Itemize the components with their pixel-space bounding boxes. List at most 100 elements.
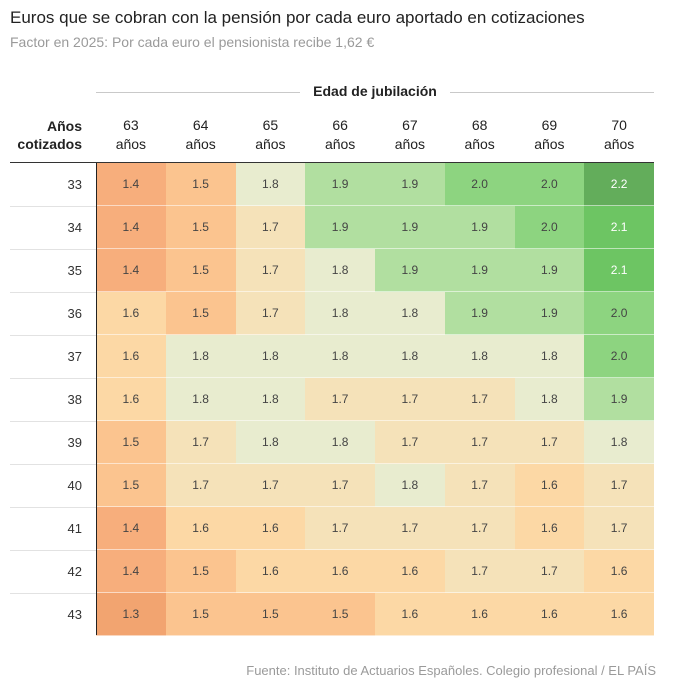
row-label-33: 33 bbox=[67, 177, 82, 192]
column-header-67: 67 años bbox=[375, 116, 445, 156]
heatmap-cell: 1.7 bbox=[165, 464, 236, 507]
row-divider bbox=[10, 421, 96, 422]
row-header-line-2: cotizados bbox=[17, 136, 82, 152]
heatmap-cell: 1.8 bbox=[165, 378, 236, 421]
column-header-age: 65 bbox=[262, 117, 279, 133]
heatmap-cell: 1.7 bbox=[444, 421, 515, 464]
column-header-69: 69 años bbox=[515, 116, 585, 156]
heatmap-cell: 1.9 bbox=[584, 378, 654, 421]
heatmap-cell: 1.8 bbox=[584, 421, 654, 464]
heatmap-cell: 1.8 bbox=[165, 335, 236, 378]
heatmap-cell: 1.6 bbox=[584, 593, 654, 636]
heatmap-cell: 1.8 bbox=[235, 421, 306, 464]
heatmap-cell: 2.0 bbox=[514, 206, 585, 249]
heatmap-cell: 1.4 bbox=[96, 249, 166, 292]
heatmap-cell: 1.7 bbox=[305, 464, 375, 507]
column-header-unit: años bbox=[603, 136, 635, 152]
column-header-unit: años bbox=[534, 136, 565, 152]
heatmap-cell: 1.7 bbox=[584, 464, 654, 507]
heatmap-cell: 1.7 bbox=[444, 550, 515, 593]
row-divider bbox=[10, 249, 96, 250]
heatmap-cell: 1.5 bbox=[305, 593, 375, 636]
heatmap-cell: 1.6 bbox=[375, 593, 445, 636]
column-header-age: 69 bbox=[541, 117, 558, 133]
heatmap-cell: 1.6 bbox=[514, 593, 585, 636]
heatmap-cell: 1.5 bbox=[165, 593, 236, 636]
heatmap-cell: 2.0 bbox=[444, 163, 515, 206]
heatmap-cell: 1.5 bbox=[165, 249, 236, 292]
heatmap-cell: 1.5 bbox=[165, 163, 236, 206]
column-group-header: Edad de jubilación bbox=[96, 82, 654, 102]
heatmap-cell: 1.8 bbox=[375, 292, 445, 335]
heatmap-cell: 1.8 bbox=[305, 249, 375, 292]
heatmap-cell: 1.6 bbox=[444, 593, 515, 636]
header-rule bbox=[10, 162, 654, 163]
row-label-39: 39 bbox=[67, 435, 82, 450]
row-label-38: 38 bbox=[67, 392, 82, 407]
heatmap-cell: 1.7 bbox=[235, 206, 306, 249]
column-header-age: 70 bbox=[611, 117, 627, 133]
row-axis-line bbox=[96, 163, 97, 635]
column-header-65: 65 años bbox=[236, 116, 306, 156]
row-divider bbox=[10, 507, 96, 508]
group-header-rule-left bbox=[96, 92, 300, 93]
heatmap-cell: 1.6 bbox=[235, 507, 306, 550]
heatmap-cell: 2.2 bbox=[584, 163, 654, 206]
row-label-36: 36 bbox=[67, 306, 82, 321]
heatmap-cell: 1.9 bbox=[444, 206, 515, 249]
heatmap-cell: 1.8 bbox=[375, 464, 445, 507]
heatmap-cell: 1.8 bbox=[514, 378, 585, 421]
heatmap-cell: 1.9 bbox=[375, 206, 445, 249]
heatmap-cell: 1.6 bbox=[514, 507, 585, 550]
row-label-35: 35 bbox=[67, 263, 82, 278]
row-label-41: 41 bbox=[67, 521, 82, 536]
row-label-34: 34 bbox=[67, 220, 82, 235]
heatmap-cell: 1.4 bbox=[96, 206, 166, 249]
heatmap-cell: 1.7 bbox=[514, 421, 585, 464]
heatmap-cell: 2.0 bbox=[584, 335, 654, 378]
heatmap-cell: 1.5 bbox=[165, 550, 236, 593]
heatmap-cell: 1.8 bbox=[444, 335, 515, 378]
heatmap-cell: 1.7 bbox=[444, 507, 515, 550]
heatmap-cell: 1.7 bbox=[305, 378, 375, 421]
heatmap-cell: 1.9 bbox=[444, 292, 515, 335]
row-header: Años cotizados bbox=[0, 117, 82, 153]
row-label-43: 43 bbox=[67, 607, 82, 622]
heatmap-cell: 2.1 bbox=[584, 249, 654, 292]
heatmap-cell: 1.6 bbox=[375, 550, 445, 593]
column-header-64: 64 años bbox=[166, 116, 236, 156]
row-divider bbox=[10, 464, 96, 465]
column-header-unit: años bbox=[115, 136, 147, 152]
heatmap-cell: 2.0 bbox=[514, 163, 585, 206]
column-header-age: 68 bbox=[471, 117, 488, 133]
row-label-42: 42 bbox=[67, 564, 82, 579]
column-header-age: 66 bbox=[332, 117, 348, 133]
heatmap-cell: 1.4 bbox=[96, 163, 166, 206]
heatmap-cell: 1.7 bbox=[584, 507, 654, 550]
column-header-66: 66 años bbox=[305, 116, 375, 156]
heatmap-cell: 1.9 bbox=[514, 292, 585, 335]
heatmap-cell: 1.7 bbox=[165, 421, 236, 464]
heatmap-cell: 1.8 bbox=[375, 335, 445, 378]
column-header-age: 64 bbox=[192, 117, 209, 133]
heatmap-cell: 1.4 bbox=[96, 507, 166, 550]
heatmap-cell: 1.3 bbox=[96, 593, 166, 636]
heatmap-cell: 1.8 bbox=[235, 378, 306, 421]
heatmap-cell: 1.8 bbox=[235, 335, 306, 378]
group-header-rule-right bbox=[450, 92, 654, 93]
column-header-unit: años bbox=[464, 136, 495, 152]
heatmap-cell: 2.0 bbox=[584, 292, 654, 335]
chart-subtitle: Factor en 2025: Por cada euro el pension… bbox=[10, 34, 375, 50]
heatmap-cell: 1.7 bbox=[375, 421, 445, 464]
row-divider bbox=[10, 292, 96, 293]
heatmap-cell: 1.7 bbox=[235, 292, 306, 335]
column-header-unit: años bbox=[185, 136, 216, 152]
heatmap-cell: 1.6 bbox=[96, 378, 166, 421]
heatmap-cell: 1.7 bbox=[444, 378, 515, 421]
chart-title: Euros que se cobran con la pensión por c… bbox=[10, 8, 585, 27]
column-header-63: 63 años bbox=[96, 116, 166, 156]
heatmap-cell: 1.6 bbox=[235, 550, 306, 593]
heatmap-cell: 1.7 bbox=[375, 507, 445, 550]
heatmap-cell: 1.8 bbox=[305, 335, 375, 378]
heatmap-cell: 1.9 bbox=[305, 163, 375, 206]
